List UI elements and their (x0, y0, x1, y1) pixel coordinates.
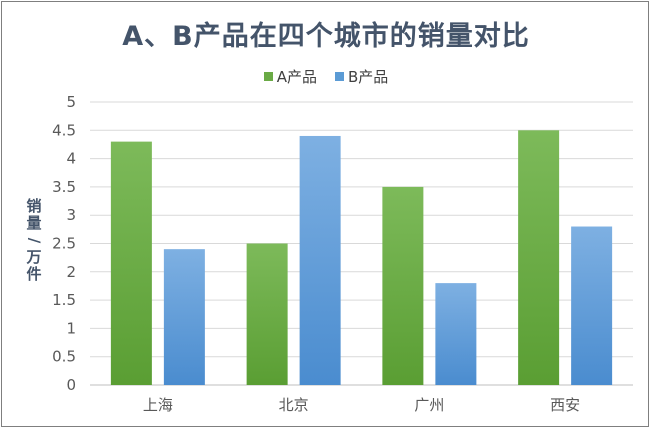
bar-b-1 (299, 135, 341, 385)
bar-a-1 (246, 243, 288, 385)
y-axis-label-char: 销 (26, 197, 42, 215)
x-tick-label: 上海 (143, 396, 173, 414)
y-tick-label: 3 (66, 206, 76, 224)
bar-b-2 (435, 283, 477, 385)
legend-label-b: B产品 (347, 68, 389, 86)
bar-b-3 (571, 226, 613, 385)
legend: A产品 B产品 (2, 66, 650, 87)
y-tick-label: 1.5 (52, 291, 76, 309)
y-axis-label-char: 件 (26, 265, 42, 283)
legend-label-a: A产品 (276, 68, 317, 86)
legend-swatch-a (263, 72, 273, 81)
y-tick-label: 0.5 (52, 348, 76, 366)
legend-item-a: A产品 (263, 66, 317, 87)
y-tick-label: 4.5 (52, 121, 76, 139)
y-tick-label: 3.5 (52, 178, 76, 196)
y-axis-label-char: 量 (26, 214, 42, 232)
x-tick-label: 北京 (279, 396, 309, 414)
bar-b-0 (163, 249, 205, 385)
bar-a-2 (382, 186, 424, 385)
bar-a-0 (110, 141, 152, 385)
y-tick-label: 1 (66, 319, 76, 337)
y-tick-label: 5 (66, 93, 76, 111)
bar-a-3 (518, 130, 560, 385)
y-tick-label: 0 (66, 376, 76, 394)
y-axis-label-char: 万 (26, 248, 42, 266)
y-tick-label: 4 (66, 150, 76, 168)
legend-item-b: B产品 (334, 66, 389, 87)
x-tick-label: 西安 (550, 396, 580, 414)
chart-title: A、B产品在四个城市的销量对比 (122, 21, 530, 52)
y-axis-label: 销量 / 万件 (24, 198, 44, 283)
legend-swatch-b (334, 72, 344, 81)
y-tick-label: 2.5 (52, 235, 76, 253)
x-tick-label: 广州 (414, 396, 444, 414)
y-tick-label: 2 (66, 263, 76, 281)
